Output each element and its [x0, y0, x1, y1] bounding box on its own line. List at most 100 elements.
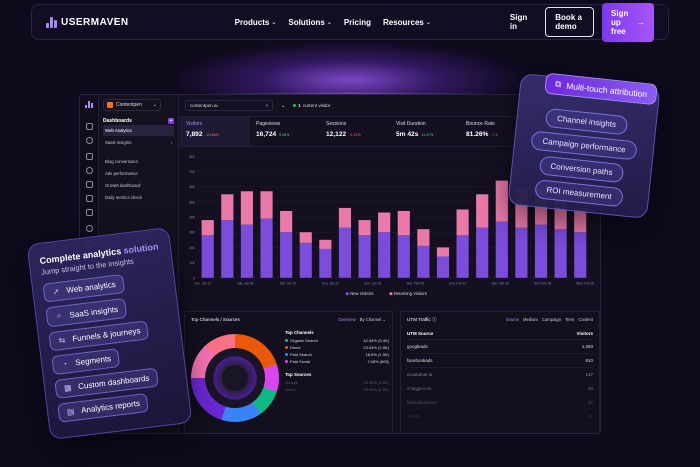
feature-segments[interactable]: ◔ Segments	[51, 348, 121, 376]
route-icon[interactable]	[86, 195, 93, 202]
tab-content[interactable]: Content	[578, 317, 593, 322]
channel-pct: 18.8%	[365, 352, 377, 357]
bar-returning-visitors	[456, 209, 469, 236]
metric-visit-duration[interactable]: Visit Duration 5m 42s 11.97%	[390, 117, 460, 146]
list-item[interactable]: Google 35.48% (2.8K)	[285, 380, 389, 385]
current-visitor-label: current visitor	[302, 103, 331, 108]
table-row[interactable]: linkedinadverts 37	[407, 396, 593, 410]
metric-label: Bounce Rate	[466, 121, 495, 127]
metric-label: Pageviews	[256, 121, 281, 127]
domain-selector[interactable]: contentpen.ai ×	[185, 100, 273, 111]
tab-term[interactable]: Term	[565, 317, 575, 322]
nav-solutions[interactable]: Solutions ⌄	[288, 18, 331, 27]
brand-logo[interactable]: USERMAVEN	[46, 16, 129, 28]
cell: chatgpt.com	[407, 386, 432, 391]
table-row[interactable]: chatgpt.com 46	[407, 382, 593, 396]
x-tick-label: Sun, Feb 12	[449, 282, 467, 286]
sidebar-item-blog[interactable]: Blog conversions	[105, 159, 138, 164]
attribution-item-roi-measurement[interactable]: ROI measurement	[534, 179, 624, 208]
list-item[interactable]: Organic Search 42.94% (3.4K)	[285, 338, 389, 343]
tab-overview[interactable]: Overview	[338, 317, 356, 322]
sidebar-item-web-analytics[interactable]: Web Analytics	[103, 125, 174, 136]
workspace-selector[interactable]: Contentpen ⌄	[103, 99, 161, 111]
legend-dot	[285, 360, 288, 363]
feature-analytics-reports[interactable]: ▤ Analytics reports	[57, 392, 149, 423]
home-icon[interactable]	[86, 123, 93, 130]
metric-label: Sessions	[326, 121, 347, 127]
workspace-logo-icon	[107, 102, 113, 108]
nav-resources[interactable]: Resources ⌄	[383, 18, 431, 27]
bar-new-visitors	[299, 242, 312, 278]
channel-name: Organic Search	[290, 338, 318, 343]
x-tick-label: Sat, Jan 15	[280, 282, 296, 286]
attribution-card: ⧉ Multi-touch attribution Channel insight…	[507, 72, 661, 219]
bar-returning-visitors	[574, 207, 587, 233]
table-row[interactable]: googleads 1,393	[407, 340, 593, 354]
attribution-item-conversion-paths[interactable]: Conversion paths	[538, 155, 625, 184]
panel-header: Top Channels / Sources Overview By Chann…	[185, 312, 392, 327]
table-row[interactable]: ahrefs 36	[407, 410, 593, 424]
tab-by-channel[interactable]: By Channel ⌄	[359, 317, 386, 322]
current-visitor-count: 1	[298, 103, 301, 108]
chevron-down-icon[interactable]: ⌄	[281, 102, 286, 109]
user-icon[interactable]	[86, 225, 93, 232]
top-channels-panel: Top Channels / Sources Overview By Chann…	[184, 311, 393, 433]
tab-source[interactable]: Source	[505, 317, 520, 322]
tab-campaign[interactable]: Campaign	[541, 317, 562, 322]
signup-button[interactable]: Sign up free →	[602, 2, 654, 42]
share-icon[interactable]	[86, 137, 93, 144]
signin-link[interactable]: Sign in	[509, 13, 528, 31]
metric-label: Visitors	[186, 121, 203, 127]
attribution-item-channel-insights[interactable]: Channel insights	[545, 107, 628, 136]
sidebar-item-label: SaaS Insights	[105, 140, 132, 145]
metric-pageviews[interactable]: Pageviews 16,724 5.06%	[250, 117, 320, 146]
feature-saas-insights[interactable]: ⌕ SaaS insights	[45, 297, 128, 328]
sidebar-item-daily[interactable]: Daily metrics check	[105, 195, 143, 200]
y-tick-label: 600	[189, 185, 195, 189]
list-item[interactable]: Direct 23.04% (1.8K)	[285, 345, 389, 350]
nav-solutions-label: Solutions	[288, 17, 325, 27]
attribution-icon: ⧉	[554, 78, 562, 90]
table-row[interactable]: facebookads 810	[407, 354, 593, 368]
tab-medium[interactable]: Medium	[523, 317, 538, 322]
nav-menu: Products ⌄ Solutions ⌄ Pricing Resources ⌄	[235, 18, 431, 27]
close-icon[interactable]: ×	[265, 103, 268, 108]
bar-new-visitors	[476, 227, 489, 278]
metric-bounce-rate[interactable]: Bounce Rate 81.26% -7.2	[460, 117, 530, 146]
list-item[interactable]: Paid Search 18.8% (1.5K)	[285, 352, 389, 357]
funnel-icon: ⇆	[58, 335, 66, 346]
nav-pricing[interactable]: Pricing	[344, 18, 371, 27]
clock-icon[interactable]	[86, 167, 93, 174]
funnel-icon[interactable]	[86, 181, 93, 188]
bar-new-visitors	[495, 221, 508, 278]
table-row[interactable]: ccustomer.io 137	[407, 368, 593, 382]
bar-new-visitors	[201, 235, 214, 278]
add-dashboard-icon[interactable]: +	[168, 118, 174, 124]
chart-icon[interactable]	[86, 209, 93, 216]
y-tick-label: 400	[189, 216, 195, 220]
nav-products[interactable]: Products ⌄	[235, 18, 277, 27]
bar-returning-visitors	[397, 210, 410, 236]
logo-icon	[46, 16, 57, 28]
legend-dot	[285, 339, 288, 342]
panel-tabs: Overview By Channel ⌄	[338, 317, 386, 322]
legend-label: Returning Visitors	[394, 291, 427, 296]
metric-sessions[interactable]: Sessions 12,122 -9.13%	[320, 117, 390, 146]
cell: 46	[587, 386, 593, 391]
cell: facebookads	[407, 358, 433, 363]
channel-name: Paid Social	[290, 359, 311, 364]
sidebar-item-saas-insights[interactable]: SaaS Insights ›	[103, 137, 174, 148]
bar-returning-visitors	[378, 212, 391, 233]
bar-new-visitors	[417, 245, 430, 278]
feature-label: Analytics reports	[80, 398, 141, 415]
cell: linkedinadverts	[407, 400, 438, 405]
list-item[interactable]: Direct 23.04% (1.8K)	[285, 387, 389, 392]
domain-name: contentpen.ai	[190, 103, 218, 108]
source-name: Direct	[285, 387, 296, 392]
grid-icon[interactable]	[86, 153, 93, 160]
book-demo-button[interactable]: Book a demo	[545, 7, 595, 37]
sidebar-item-ads[interactable]: Ads performance	[105, 171, 138, 176]
sidebar-item-growth[interactable]: Growth dashboard	[105, 183, 141, 188]
metric-visitors[interactable]: Visitors 7,892 -24.66%	[180, 117, 250, 146]
list-item[interactable]: Paid Social 7.68% (605)	[285, 359, 389, 364]
